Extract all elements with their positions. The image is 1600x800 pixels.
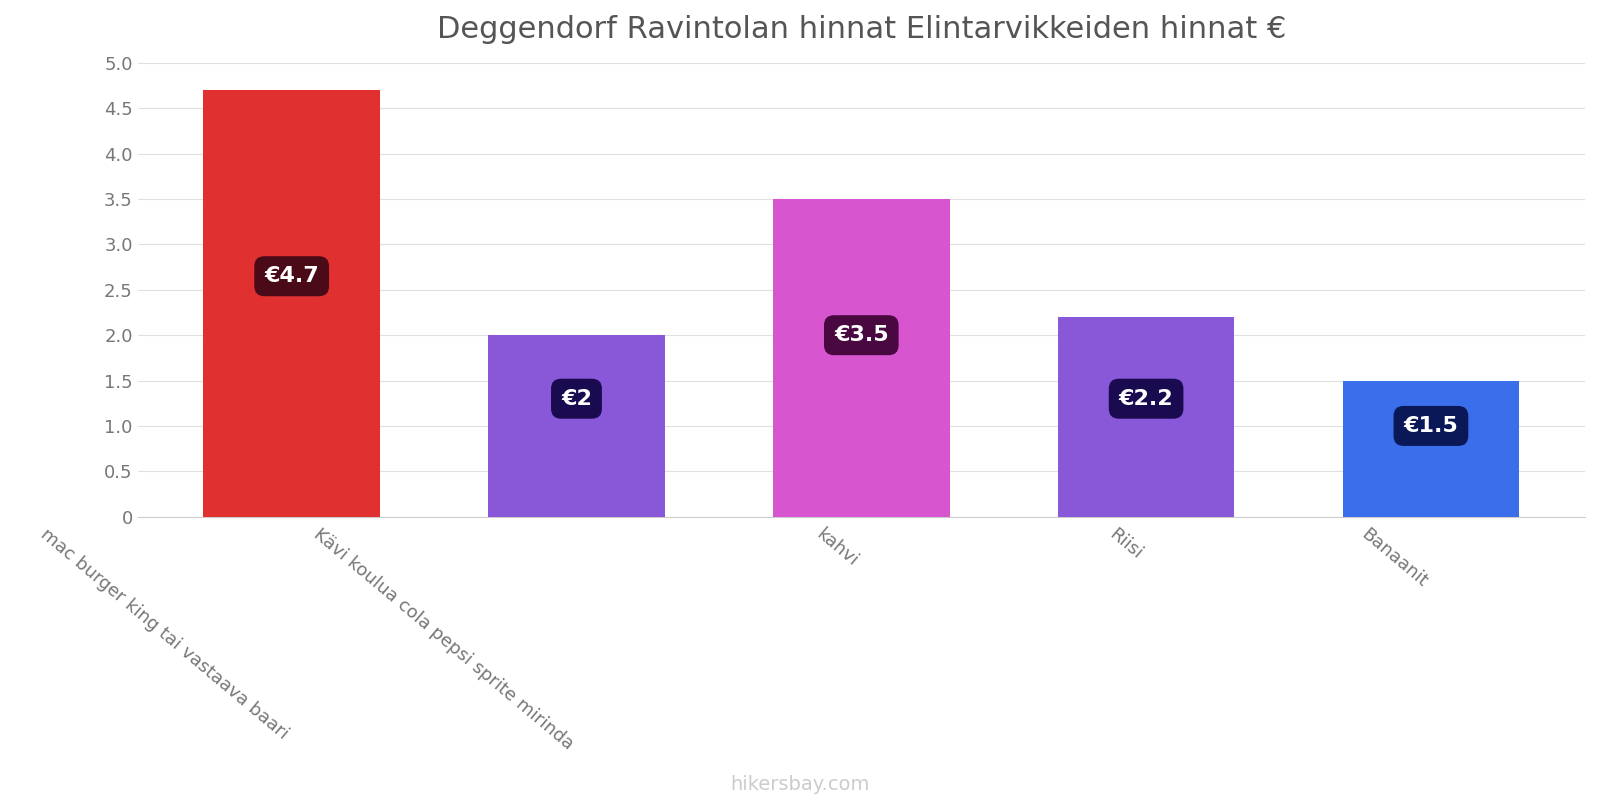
Text: €3.5: €3.5: [834, 326, 888, 346]
Text: €2.2: €2.2: [1118, 389, 1173, 409]
Bar: [203, 90, 379, 517]
Text: €1.5: €1.5: [1403, 416, 1458, 436]
Text: hikersbay.com: hikersbay.com: [730, 774, 870, 794]
Bar: [1342, 381, 1520, 517]
Text: €4.7: €4.7: [264, 266, 318, 286]
Text: €2: €2: [562, 389, 592, 409]
Bar: [488, 335, 664, 517]
Title: Deggendorf Ravintolan hinnat Elintarvikkeiden hinnat €: Deggendorf Ravintolan hinnat Elintarvikk…: [437, 15, 1286, 44]
Bar: [1058, 317, 1234, 517]
Bar: [773, 199, 949, 517]
